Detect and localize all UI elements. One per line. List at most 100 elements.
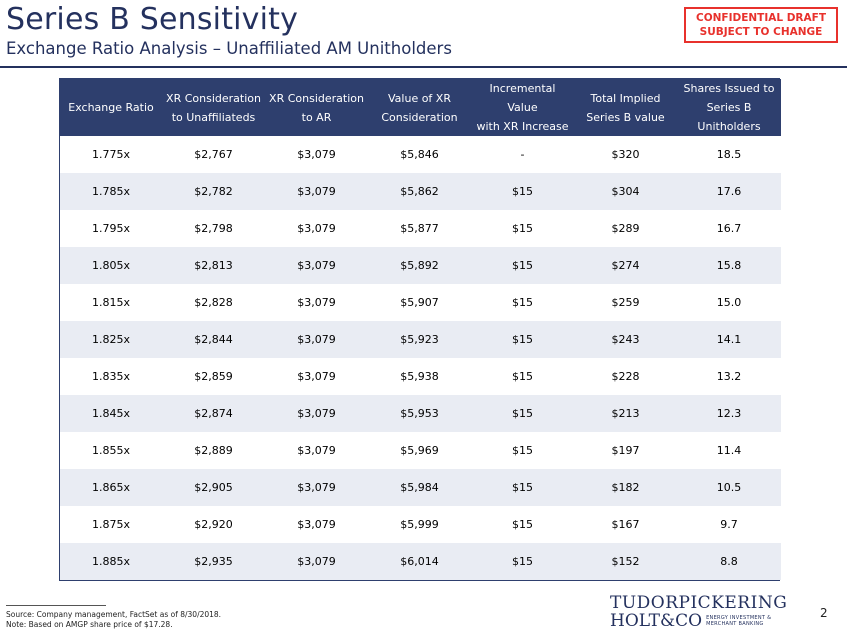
company-logo: TUDORPICKERING HOLT&CO ENERGY INVESTMENT… — [610, 594, 790, 634]
column-header-line: XR Consideration — [269, 91, 364, 105]
table-cell: $2,767 — [162, 136, 265, 173]
table-cell: 1.875x — [60, 506, 162, 543]
table-cell: 12.3 — [677, 395, 781, 432]
logo-tagline: ENERGY INVESTMENT & MERCHANT BANKING — [706, 615, 771, 627]
column-header-line: Total Implied — [590, 91, 661, 105]
table-cell: 1.775x — [60, 136, 162, 173]
table-cell: $5,969 — [368, 432, 471, 469]
table-cell: $5,923 — [368, 321, 471, 358]
column-header: Shares Issued to Series B Unitholders — [677, 79, 781, 136]
table-cell: $3,079 — [265, 543, 368, 580]
table-cell: $3,079 — [265, 284, 368, 321]
table-cell: $2,905 — [162, 469, 265, 506]
column-header: XR Consideration to Unaffiliateds — [162, 79, 265, 136]
table-cell: $15 — [471, 321, 574, 358]
table-cell: 17.6 — [677, 173, 781, 210]
column-header-line: Incremental Value — [489, 82, 556, 114]
table-cell: 15.8 — [677, 247, 781, 284]
table-cell: 11.4 — [677, 432, 781, 469]
table-cell: $5,953 — [368, 395, 471, 432]
table-cell: 18.5 — [677, 136, 781, 173]
table-cell: $3,079 — [265, 173, 368, 210]
page-subtitle: Exchange Ratio Analysis – Unaffiliated A… — [6, 39, 452, 58]
table-header-row: Exchange Ratio XR Consideration to Unaffil… — [60, 79, 781, 136]
table-cell: 13.2 — [677, 358, 781, 395]
table-cell: $15 — [471, 469, 574, 506]
table-cell: 8.8 — [677, 543, 781, 580]
table-cell: $243 — [574, 321, 677, 358]
table-cell: $15 — [471, 173, 574, 210]
table-row: 1.805x $2,813 $3,079 $5,892 $15 $274 15.8 — [60, 247, 781, 284]
column-header-line: Consideration — [381, 110, 458, 124]
table-cell: $3,079 — [265, 395, 368, 432]
table-cell: 9.7 — [677, 506, 781, 543]
table-cell: $3,079 — [265, 358, 368, 395]
table-row: 1.885x $2,935 $3,079 $6,014 $15 $152 8.8 — [60, 543, 781, 580]
column-header: XR Consideration to AR — [265, 79, 368, 136]
column-header-line: Series B — [706, 101, 752, 114]
table-cell: $2,828 — [162, 284, 265, 321]
table-cell: $15 — [471, 284, 574, 321]
table-cell: $2,859 — [162, 358, 265, 395]
table-cell: $5,892 — [368, 247, 471, 284]
page-number: 2 — [820, 606, 828, 620]
table-cell: $289 — [574, 210, 677, 247]
sensitivity-table: Exchange Ratio XR Consideration to Unaffil… — [60, 79, 781, 580]
table-row: 1.825x $2,844 $3,079 $5,923 $15 $243 14.1 — [60, 321, 781, 358]
table-cell: $152 — [574, 543, 677, 580]
table-row: 1.795x $2,798 $3,079 $5,877 $15 $289 16.7 — [60, 210, 781, 247]
table-cell: $15 — [471, 358, 574, 395]
column-header-line: Value of XR — [388, 91, 451, 105]
table-cell: $2,782 — [162, 173, 265, 210]
table-cell: 1.805x — [60, 247, 162, 284]
table-row: 1.845x $2,874 $3,079 $5,953 $15 $213 12.3 — [60, 395, 781, 432]
table-cell: $5,984 — [368, 469, 471, 506]
table-row: 1.855x $2,889 $3,079 $5,969 $15 $197 11.4 — [60, 432, 781, 469]
confidential-line-2: SUBJECT TO CHANGE — [699, 26, 823, 38]
table-cell: $6,014 — [368, 543, 471, 580]
table-cell: $3,079 — [265, 321, 368, 358]
table-cell: $15 — [471, 506, 574, 543]
column-header-line: to AR — [301, 110, 332, 124]
page-title: Series B Sensitivity — [6, 2, 299, 37]
table-cell: $5,846 — [368, 136, 471, 173]
table-cell: $15 — [471, 543, 574, 580]
table-cell: $320 — [574, 136, 677, 173]
table-cell: $304 — [574, 173, 677, 210]
table-body: 1.775x $2,767 $3,079 $5,846- $320 18.5 1.785x $… — [60, 136, 781, 580]
table-cell: $3,079 — [265, 136, 368, 173]
footnote-divider — [6, 605, 106, 606]
column-header-line: Shares Issued to — [683, 82, 775, 95]
table-cell: $3,079 — [265, 432, 368, 469]
column-header-line: XR Consideration — [166, 91, 261, 105]
column-header: Exchange Ratio — [60, 79, 162, 136]
table-cell: $197 — [574, 432, 677, 469]
table-cell: $5,938 — [368, 358, 471, 395]
logo-wordmark-bottom: HOLT&CO — [610, 611, 703, 631]
logo-tagline-1: ENERGY INVESTMENT & — [706, 615, 772, 621]
table-cell: 1.845x — [60, 395, 162, 432]
table-cell: 15.0 — [677, 284, 781, 321]
table-cell: $2,920 — [162, 506, 265, 543]
table-cell: $2,874 — [162, 395, 265, 432]
table-cell: 1.865x — [60, 469, 162, 506]
table-cell: 1.885x — [60, 543, 162, 580]
table-cell: $15 — [471, 210, 574, 247]
column-header: Value of XR Consideration — [368, 79, 471, 136]
table-cell: $167 — [574, 506, 677, 543]
table-cell: - — [471, 136, 574, 173]
table-cell: $3,079 — [265, 506, 368, 543]
table-row: 1.815x $2,828 $3,079 $5,907 $15 $259 15.0 — [60, 284, 781, 321]
column-header-line: with XR Increase — [476, 120, 569, 133]
table-cell: 1.815x — [60, 284, 162, 321]
table-cell: $5,907 — [368, 284, 471, 321]
table-row: 1.875x $2,920 $3,079 $5,999 $15 $167 9.7 — [60, 506, 781, 543]
table-cell: $2,889 — [162, 432, 265, 469]
table-cell: $15 — [471, 247, 574, 284]
source-note: Source: Company management, FactSet as o… — [6, 610, 222, 619]
table-cell: $3,079 — [265, 210, 368, 247]
sensitivity-table-container: Exchange Ratio XR Consideration to Unaffil… — [59, 78, 781, 581]
table-row: 1.775x $2,767 $3,079 $5,846- $320 18.5 — [60, 136, 781, 173]
column-header-line: Unitholders — [697, 120, 761, 133]
logo-tagline-2: MERCHANT BANKING — [706, 621, 764, 627]
